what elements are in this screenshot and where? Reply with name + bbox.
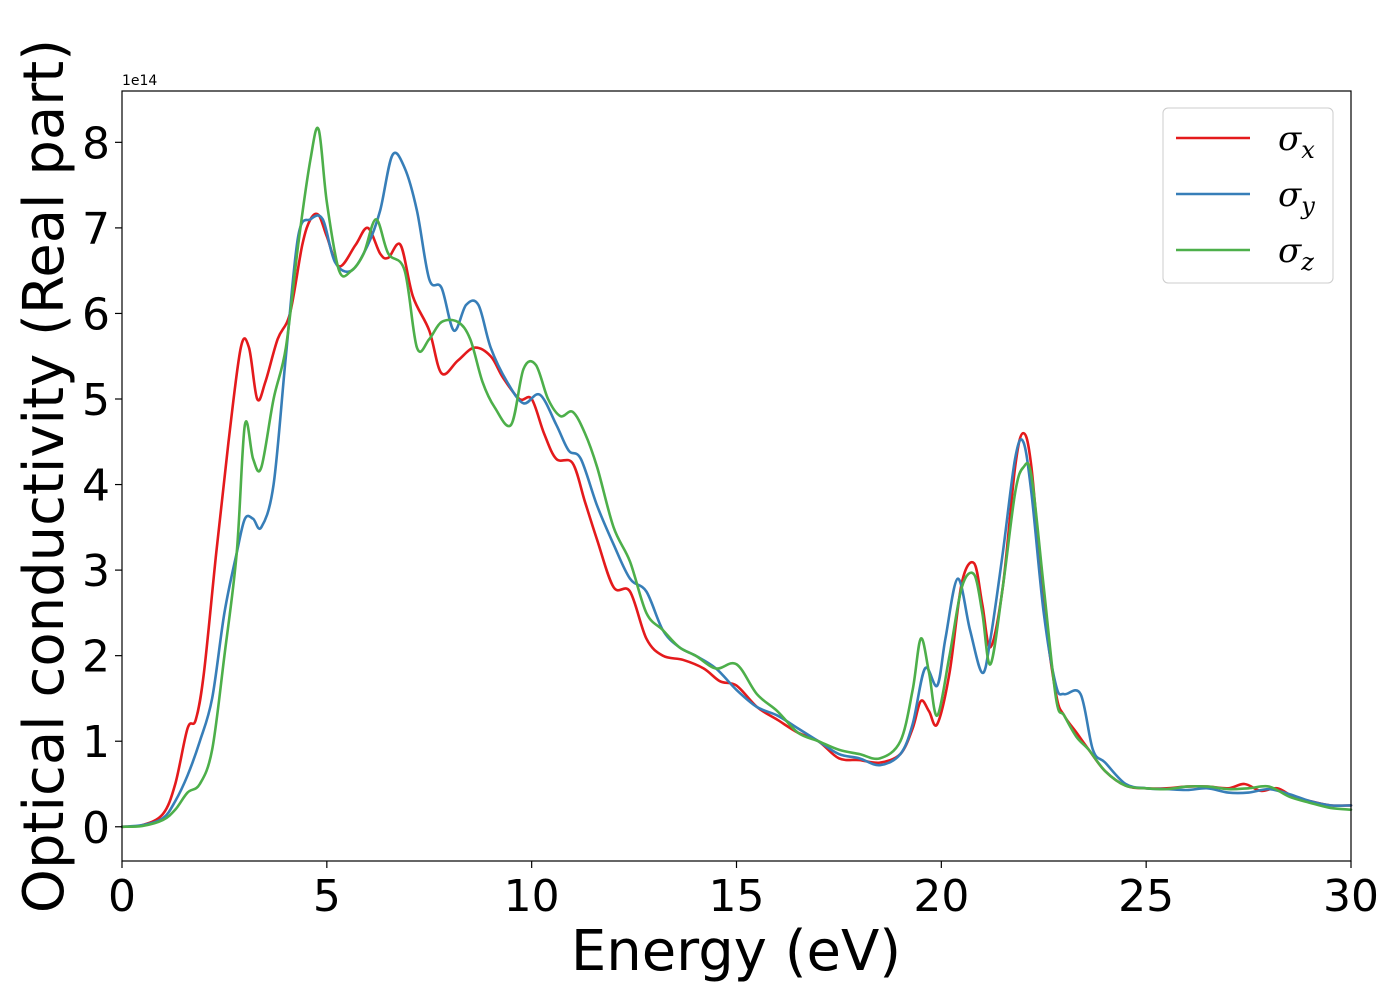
x-tick-label: 30: [1323, 871, 1379, 922]
y-tick-label: 0: [82, 803, 110, 854]
series-line-z: [120, 126, 1353, 829]
x-tick-label: 10: [504, 871, 560, 922]
x-tick-label: 0: [108, 871, 136, 922]
legend-subscript: y: [1300, 192, 1315, 220]
x-tick-label: 20: [913, 871, 969, 922]
legend-symbol: σ: [1278, 175, 1302, 215]
y-axis: 0 1 2 3 4 5 6 7 8: [82, 118, 122, 854]
y-tick-label: 5: [82, 375, 110, 426]
legend-label-x: σx: [1278, 119, 1315, 164]
legend-symbol: σ: [1278, 231, 1302, 271]
plot-area: [122, 91, 1351, 861]
y-tick-label: 4: [82, 461, 110, 512]
y-tick-label: 8: [82, 118, 110, 169]
y-offset-label: 1e14: [122, 73, 157, 89]
y-tick-label: 1: [82, 717, 110, 768]
x-axis: 0 5 10 15 20 25 30: [108, 861, 1379, 922]
series-layer: [120, 126, 1353, 829]
y-axis-label: Optical conductivity (Real part): [12, 39, 77, 913]
legend-label-z: σz: [1278, 231, 1314, 276]
legend-symbol: σ: [1278, 119, 1302, 159]
legend-label-y: σy: [1278, 175, 1315, 220]
y-tick-label: 2: [82, 632, 110, 683]
y-tick-label: 6: [82, 289, 110, 340]
y-tick-label: 7: [82, 204, 110, 255]
x-tick-label: 15: [709, 871, 765, 922]
legend-subscript: x: [1301, 136, 1315, 164]
y-tick-label: 3: [82, 546, 110, 597]
x-tick-label: 25: [1118, 871, 1174, 922]
x-axis-label: Energy (eV): [571, 919, 901, 984]
legend-subscript: z: [1300, 248, 1314, 276]
legend-box: [1162, 107, 1334, 284]
x-tick-label: 5: [313, 871, 341, 922]
